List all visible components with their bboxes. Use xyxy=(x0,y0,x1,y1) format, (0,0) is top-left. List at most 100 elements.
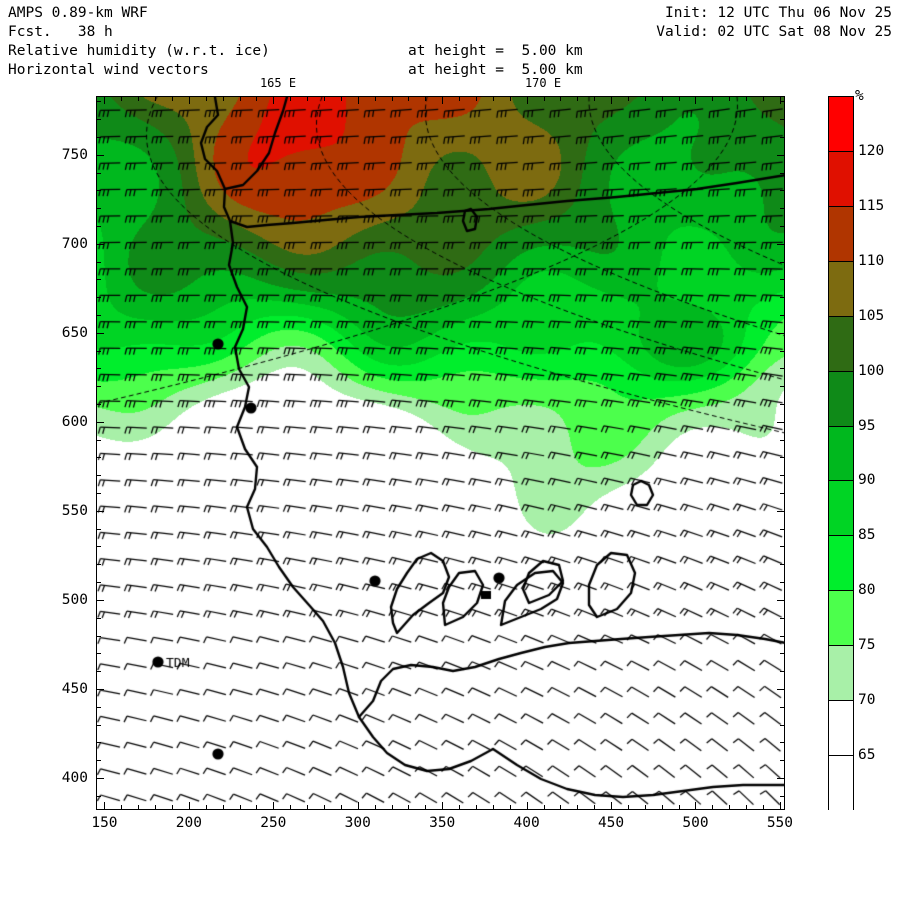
tick-mark xyxy=(560,96,562,101)
tick-mark xyxy=(661,96,663,101)
tick-mark xyxy=(323,96,325,101)
tick-mark xyxy=(780,457,785,459)
tick-mark xyxy=(780,671,785,673)
tick-mark xyxy=(611,802,613,810)
tick-mark xyxy=(661,805,663,810)
tick-mark xyxy=(96,350,101,352)
tick-mark xyxy=(780,119,785,121)
colorbar-band-4 xyxy=(829,316,853,372)
tick-mark xyxy=(357,96,359,104)
tick-mark xyxy=(96,777,104,779)
tick-mark xyxy=(239,96,241,101)
tick-mark xyxy=(205,805,207,810)
x-tick-label-150: 150 xyxy=(91,815,118,831)
tick-mark xyxy=(205,96,207,101)
colorbar-label-120: 120 xyxy=(858,142,885,159)
y-tick-label-500: 500 xyxy=(61,591,88,608)
tick-mark xyxy=(712,96,714,101)
x-tick-label-400: 400 xyxy=(513,815,540,831)
tick-mark xyxy=(780,208,785,210)
tick-mark xyxy=(594,96,596,101)
longitude-label: 165 E xyxy=(259,76,297,90)
tick-mark xyxy=(96,653,101,655)
tick-mark xyxy=(155,805,157,810)
tick-mark xyxy=(611,96,613,104)
tick-mark xyxy=(780,190,785,192)
tick-mark xyxy=(509,805,511,810)
tick-mark xyxy=(408,805,410,810)
tick-mark xyxy=(780,368,785,370)
tick-mark xyxy=(96,279,101,281)
y-tick-label-600: 600 xyxy=(61,413,88,430)
colorbar-band-10 xyxy=(829,646,853,702)
tick-mark xyxy=(777,688,785,690)
tick-mark xyxy=(425,805,427,810)
tick-mark xyxy=(780,724,785,726)
colorbar-label-95: 95 xyxy=(858,417,876,434)
tick-mark xyxy=(290,805,292,810)
tick-mark xyxy=(712,805,714,810)
tick-mark xyxy=(577,96,579,101)
tick-mark xyxy=(239,805,241,810)
tick-mark xyxy=(780,404,785,406)
x-tick-label-300: 300 xyxy=(344,815,371,831)
y-tick-label-550: 550 xyxy=(61,502,88,519)
forecast-hour: Fcst. 38 h xyxy=(8,24,113,40)
tick-mark xyxy=(780,386,785,388)
tick-mark xyxy=(171,805,173,810)
tick-mark xyxy=(777,421,785,423)
colorbar-label-70: 70 xyxy=(858,692,876,709)
tick-mark xyxy=(777,510,785,512)
tick-mark xyxy=(391,96,393,101)
tick-mark xyxy=(425,96,427,101)
tick-mark xyxy=(155,96,157,101)
tick-mark xyxy=(729,96,731,101)
colorbar-label-80: 80 xyxy=(858,582,876,599)
tick-mark xyxy=(222,96,224,101)
tick-mark xyxy=(678,805,680,810)
x-tick-label-450: 450 xyxy=(597,815,625,831)
tick-mark xyxy=(121,96,123,101)
tick-mark xyxy=(96,439,101,441)
tick-mark xyxy=(96,795,101,797)
tick-mark xyxy=(763,96,765,101)
tick-mark xyxy=(96,564,101,566)
tick-mark xyxy=(780,297,785,299)
tick-mark xyxy=(188,802,190,810)
tick-mark xyxy=(104,802,106,810)
tick-mark xyxy=(780,795,785,797)
colorbar-label-115: 115 xyxy=(858,197,885,214)
tick-mark xyxy=(96,688,104,690)
y-tick-label-750: 750 xyxy=(61,146,88,163)
tick-mark xyxy=(96,493,101,495)
colorbar-label-110: 110 xyxy=(858,252,885,269)
tick-mark xyxy=(138,96,140,101)
tick-mark xyxy=(594,805,596,810)
tick-mark xyxy=(644,96,646,101)
tick-mark xyxy=(695,802,697,810)
tick-mark xyxy=(96,635,101,637)
tick-mark xyxy=(777,243,785,245)
vector-field-name: Horizontal wind vectors xyxy=(8,62,209,78)
tick-mark xyxy=(543,805,545,810)
x-tick-label-250: 250 xyxy=(260,815,287,831)
tick-mark xyxy=(780,617,785,619)
tick-mark xyxy=(644,805,646,810)
colorbar-band-12 xyxy=(829,756,853,811)
colorbar-band-5 xyxy=(829,371,853,427)
tick-mark xyxy=(475,805,477,810)
tick-mark xyxy=(96,457,101,459)
tick-mark xyxy=(96,510,104,512)
tick-mark xyxy=(273,802,275,810)
tick-mark xyxy=(96,617,101,619)
tick-mark xyxy=(357,802,359,810)
tick-mark xyxy=(171,96,173,101)
tick-mark xyxy=(780,564,785,566)
wind-barb-layer xyxy=(97,97,784,809)
colorbar[interactable] xyxy=(828,96,854,811)
tick-mark xyxy=(729,805,731,810)
tick-mark xyxy=(96,101,101,103)
tick-mark xyxy=(627,96,629,101)
tick-mark xyxy=(780,439,785,441)
tick-mark xyxy=(96,297,101,299)
